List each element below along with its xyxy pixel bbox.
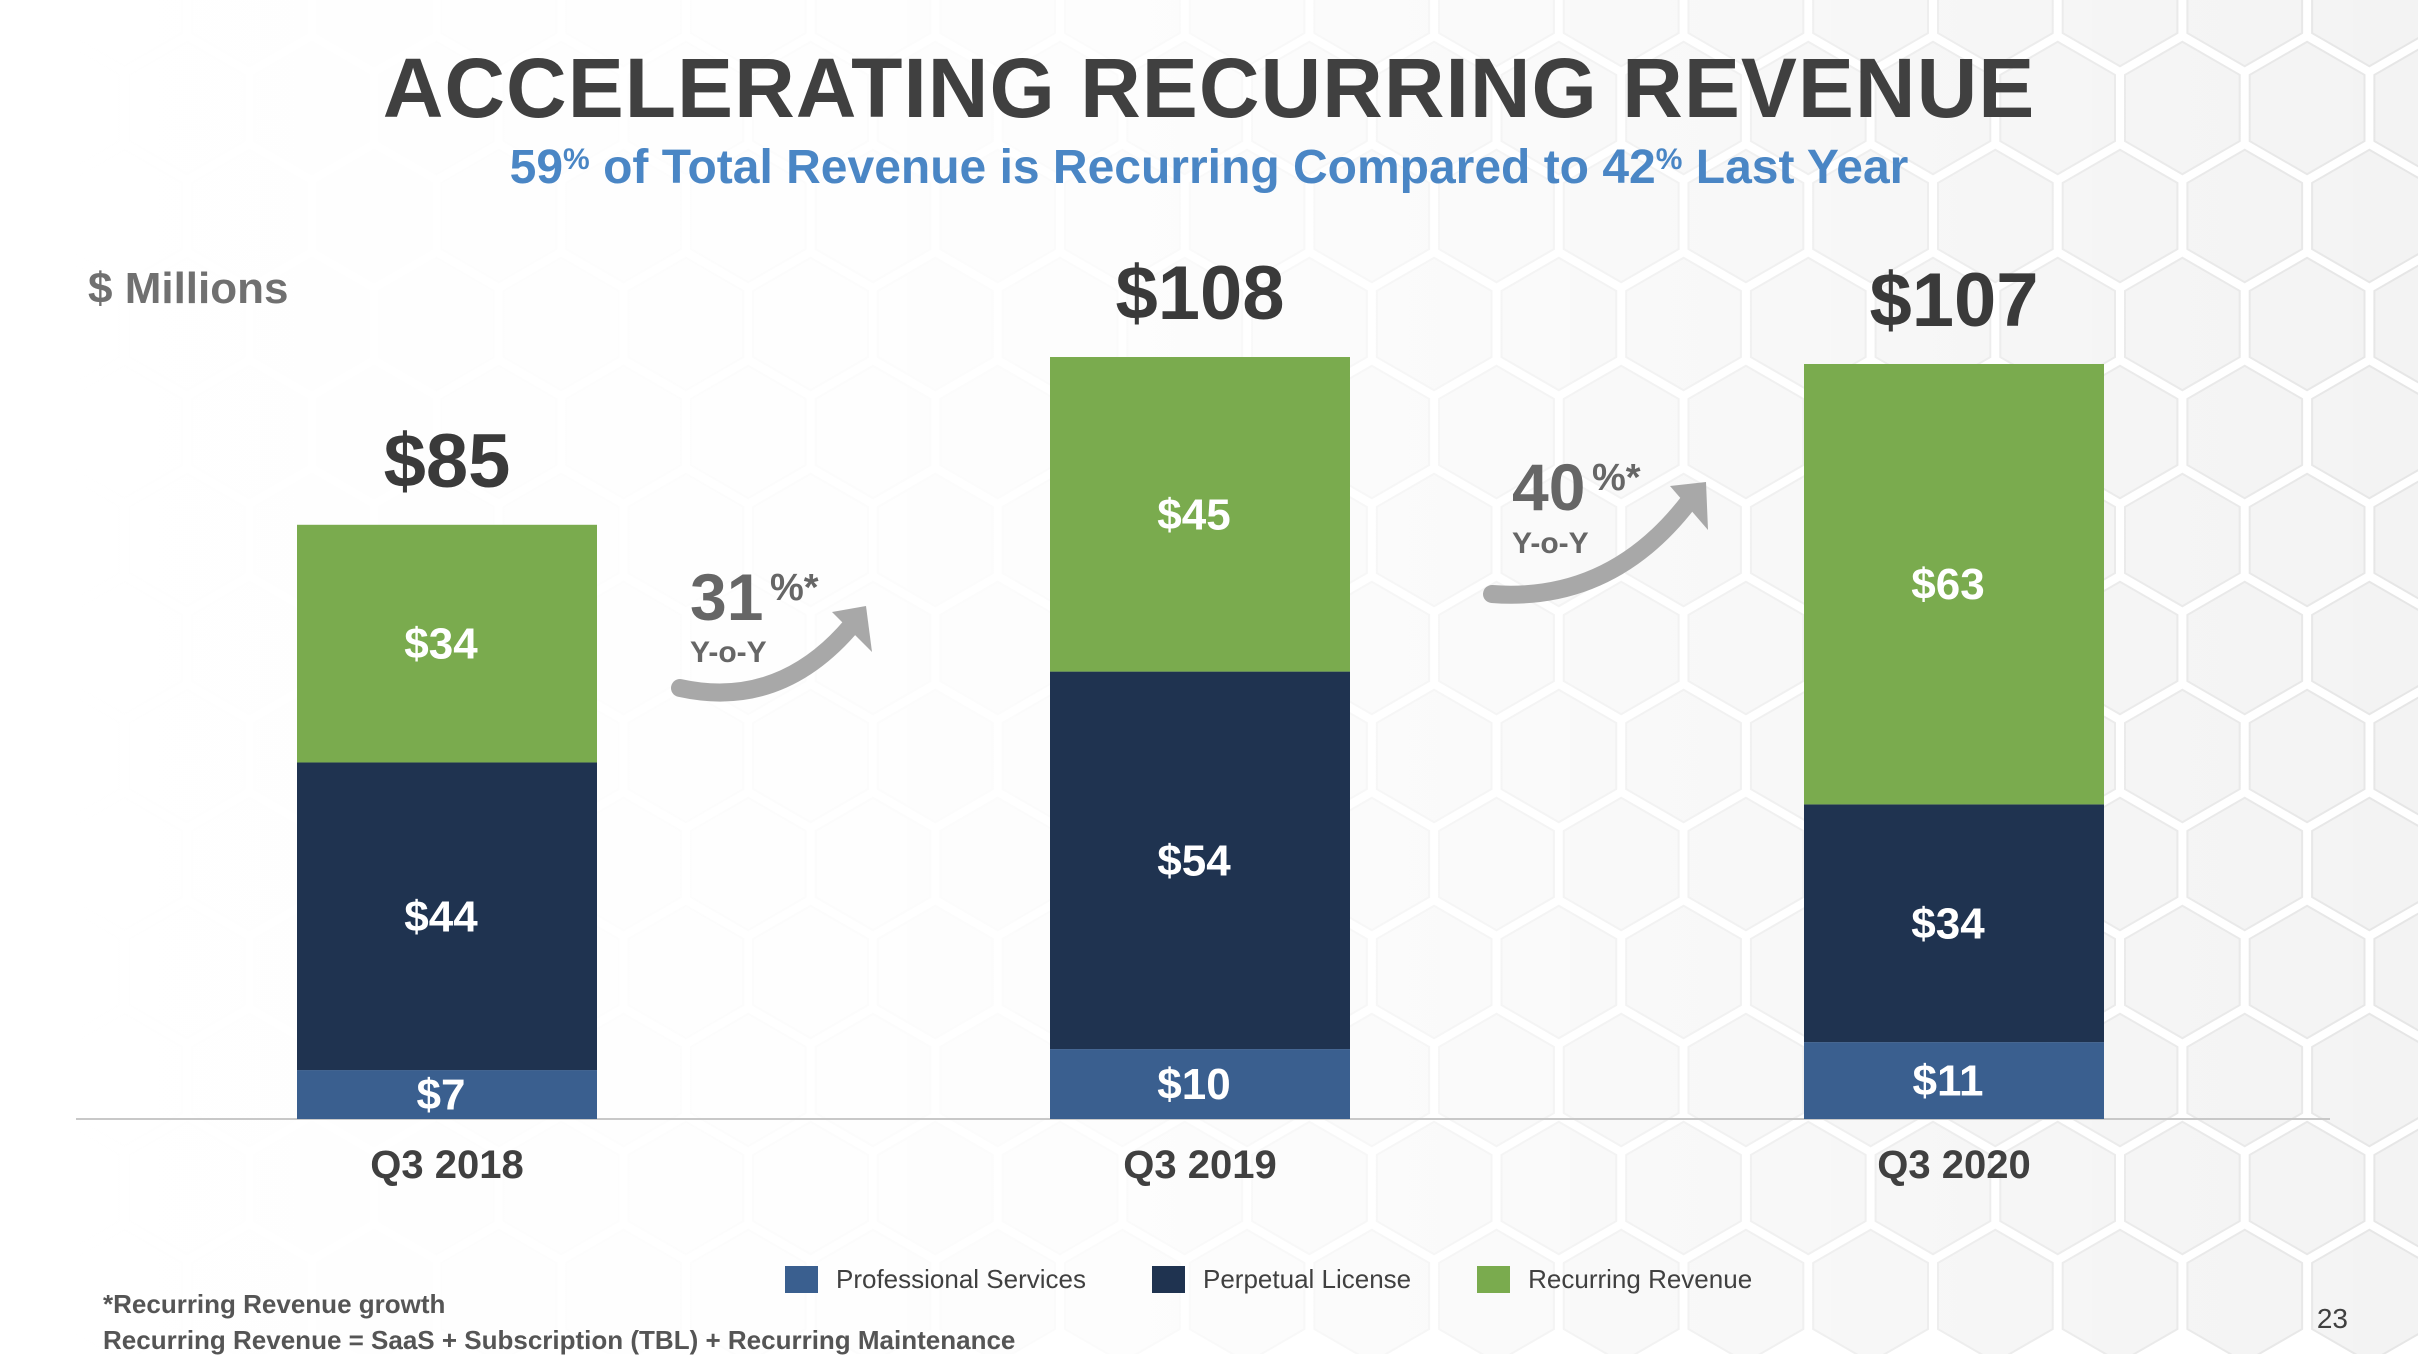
footnote-line-2: Recurring Revenue = SaaS + Subscription …	[103, 1325, 1016, 1355]
data-label-perpetual-license: $44	[404, 892, 478, 941]
growth-arrow-head	[832, 606, 872, 652]
bar-segment-professional-services	[1804, 1042, 2104, 1119]
legend-item-perpetual-license: Perpetual License	[1152, 1264, 1411, 1295]
total-label: $85	[384, 419, 511, 504]
data-label-professional-services: $11	[1913, 1057, 1984, 1106]
subtitle-pct-2: 42	[1602, 141, 1656, 194]
legend-swatch-recurring-revenue	[1477, 1266, 1511, 1293]
subtitle-pct-1: 59	[509, 141, 564, 194]
page-number: 23	[2316, 1303, 2348, 1334]
chart-legend: Professional Services Perpetual License …	[785, 1264, 1752, 1295]
legend-item-professional-services: Professional Services	[785, 1264, 1086, 1295]
growth-callout-label: Y-o-Y	[690, 636, 767, 669]
growth-callout-suffix: %*	[770, 567, 819, 609]
legend-item-recurring-revenue: Recurring Revenue	[1477, 1264, 1752, 1295]
growth-callout-value: 40	[1512, 450, 1585, 524]
growth-callout-suffix: %*	[1592, 457, 1641, 499]
subtitle-end: Last Year	[1682, 141, 1909, 194]
bar-segment-perpetual-license	[1050, 671, 1350, 1050]
legend-label-professional-services: Professional Services	[836, 1264, 1086, 1294]
legend-label-recurring-revenue: Recurring Revenue	[1528, 1264, 1753, 1294]
x-tick-label: Q3 2019	[1123, 1143, 1276, 1187]
x-tick-label: Q3 2018	[370, 1143, 523, 1187]
legend-label-perpetual-license: Perpetual License	[1203, 1264, 1412, 1294]
bar-segment-perpetual-license	[297, 762, 597, 1071]
data-label-recurring-revenue: $34	[404, 620, 478, 669]
data-label-perpetual-license: $34	[1911, 899, 1985, 948]
total-label: $108	[1115, 251, 1284, 336]
legend-swatch-professional-services	[785, 1266, 818, 1293]
legend-swatch-perpetual-license	[1152, 1266, 1185, 1293]
bar-segment-recurring-revenue	[297, 524, 597, 763]
growth-arrow-head	[1670, 482, 1708, 530]
page-subtitle: 59% of Total Revenue is Recurring Compar…	[0, 140, 2418, 195]
subtitle-mid: of Total Revenue is Recurring Compared t…	[589, 141, 1603, 194]
total-label: $107	[1869, 258, 2038, 343]
subtitle-pct-sign-1: %	[563, 143, 590, 176]
footnote: *Recurring Revenue growth Recurring Reve…	[103, 1286, 1015, 1358]
data-label-recurring-revenue: $45	[1157, 490, 1230, 539]
growth-arrow	[1483, 491, 1699, 604]
bar-segment-perpetual-license	[1804, 804, 2104, 1043]
units-label: $ Millions	[88, 264, 289, 313]
x-tick-label: Q3 2020	[1877, 1143, 2030, 1187]
page-title: ACCELERATING RECURRING REVENUE	[382, 41, 2036, 135]
footnote-line-1: *Recurring Revenue growth	[103, 1289, 446, 1319]
data-label-professional-services: $7	[417, 1071, 466, 1120]
growth-callout-label: Y-o-Y	[1512, 527, 1589, 560]
growth-arrow	[671, 616, 861, 702]
data-label-recurring-revenue: $63	[1911, 560, 1984, 609]
data-label-perpetual-license: $54	[1157, 836, 1231, 885]
bar-segment-professional-services	[297, 1070, 597, 1119]
growth-callout-value: 31	[690, 560, 763, 634]
subtitle-pct-sign-2: %	[1655, 143, 1683, 176]
bar-segment-recurring-revenue	[1804, 364, 2104, 805]
bar-segment-professional-services	[1050, 1049, 1350, 1119]
data-label-professional-services: $10	[1157, 1060, 1230, 1109]
bar-segment-recurring-revenue	[1050, 357, 1350, 672]
